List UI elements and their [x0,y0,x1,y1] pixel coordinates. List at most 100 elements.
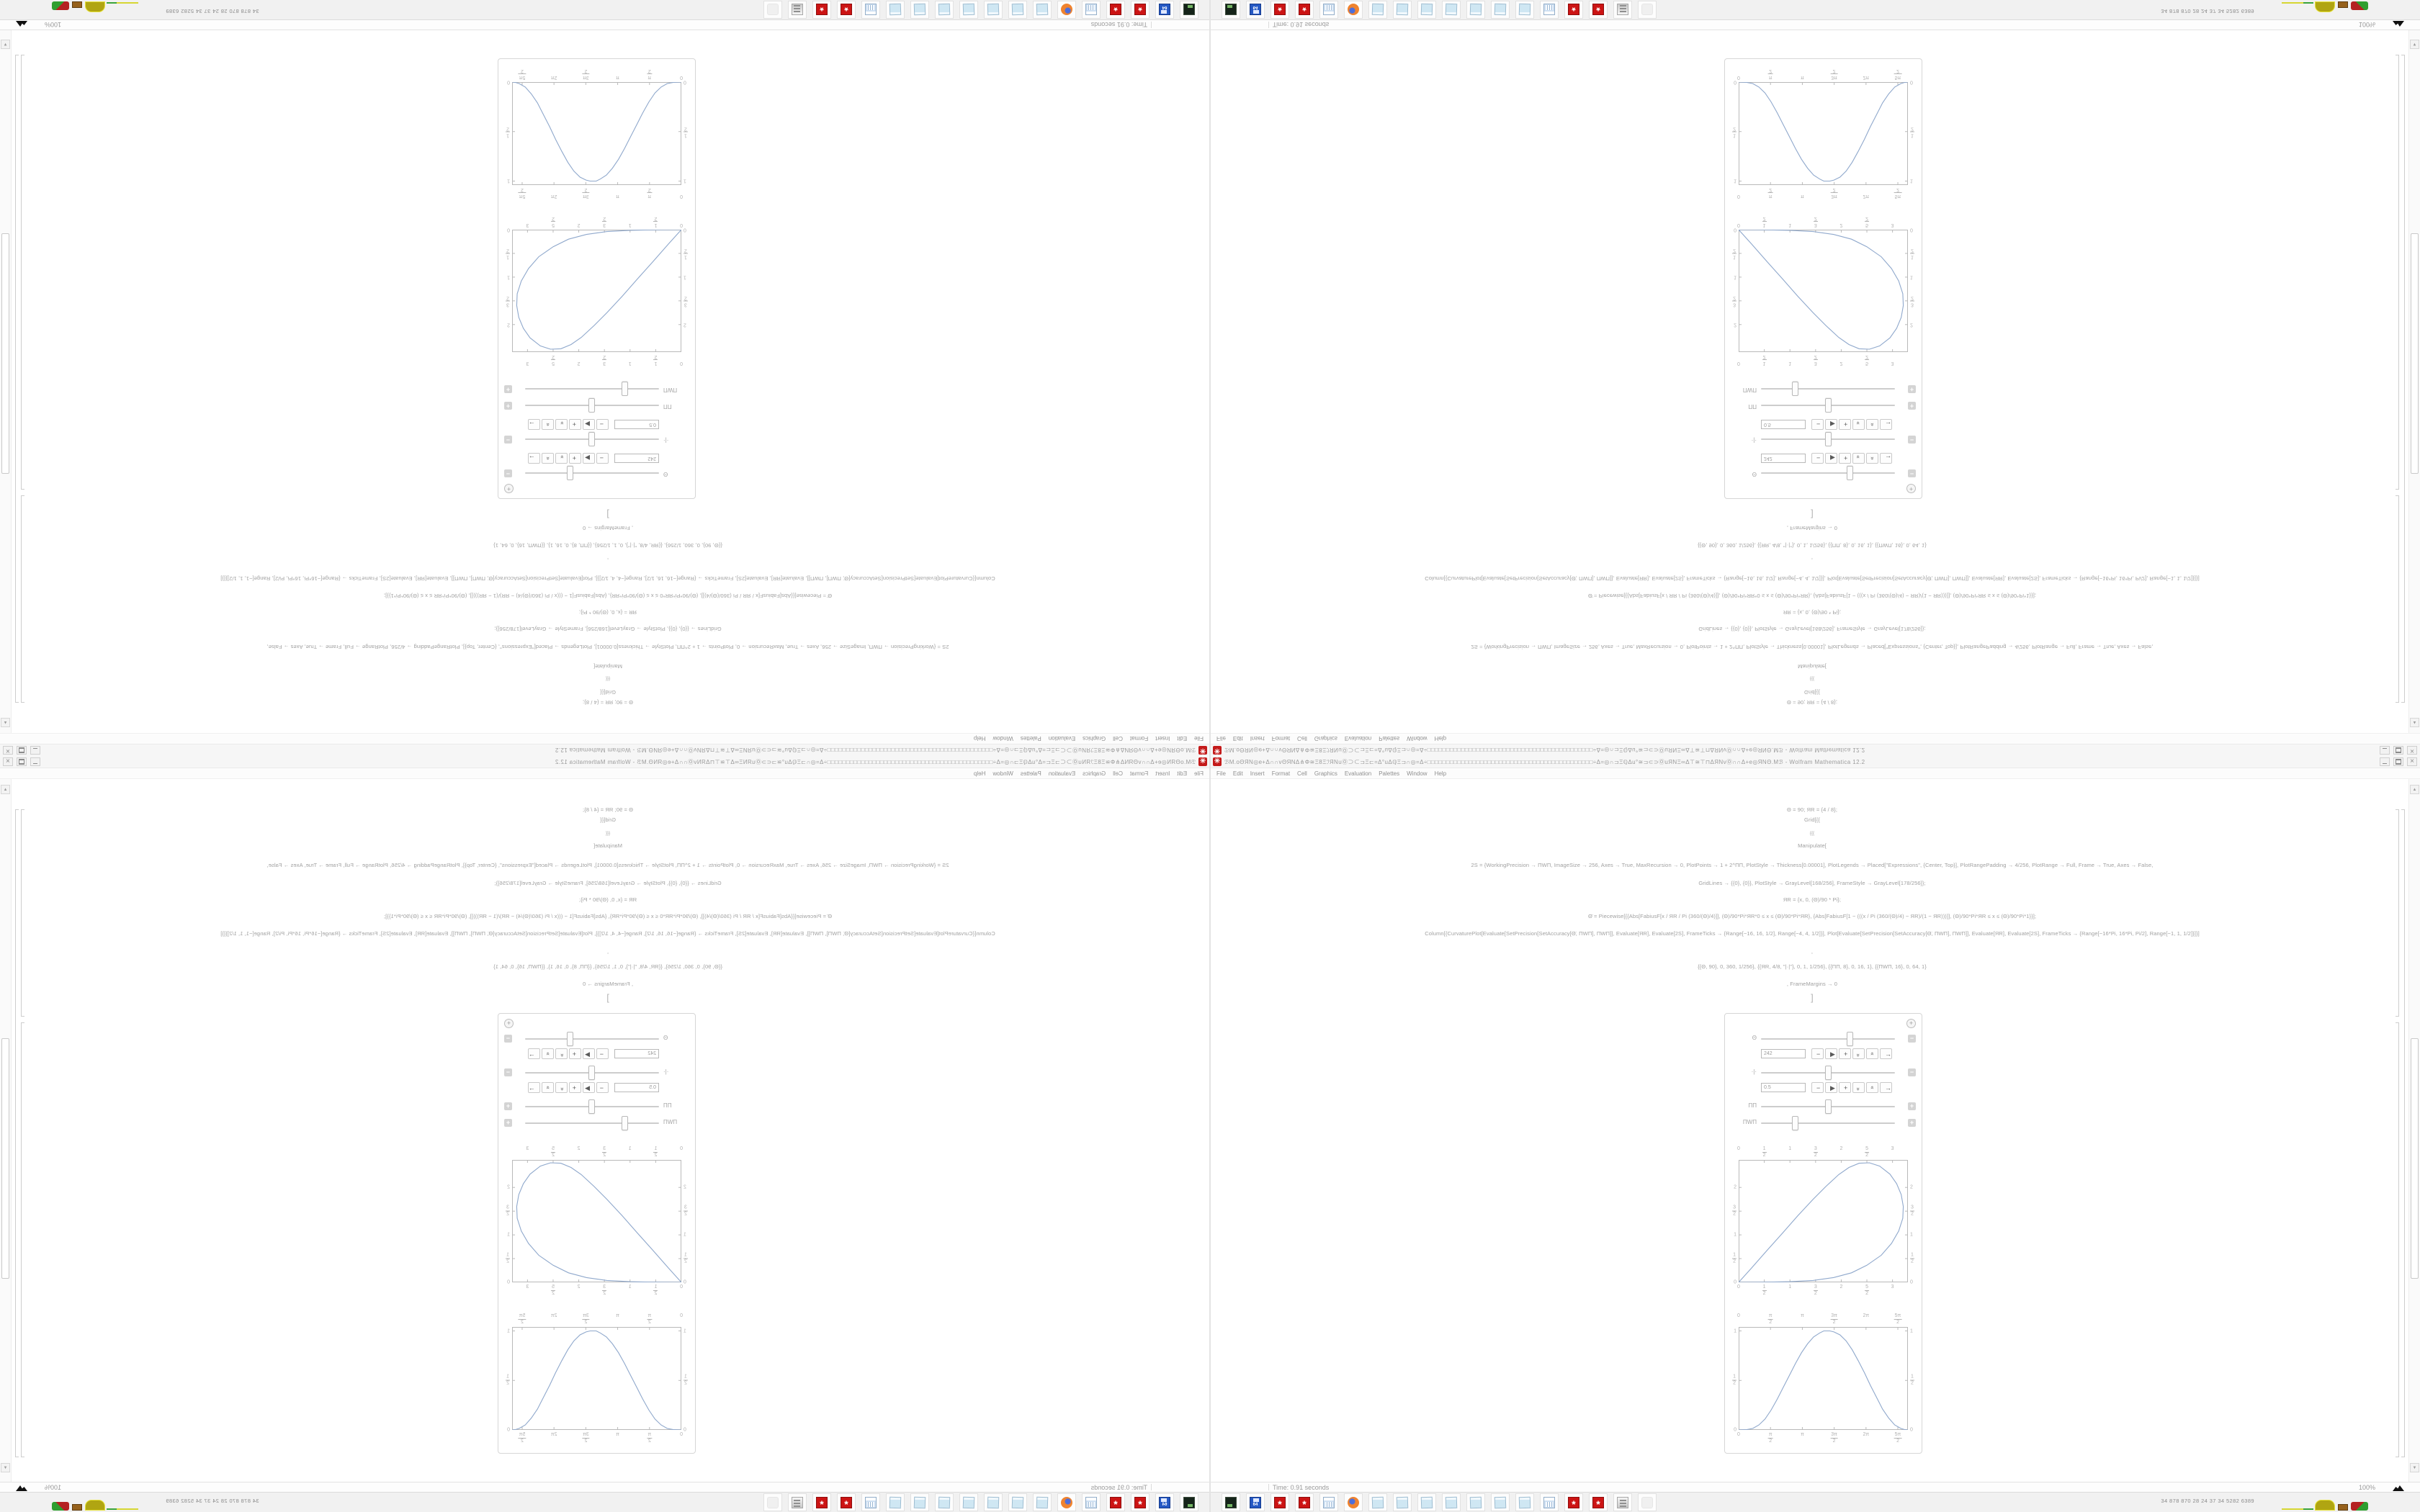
taskbar-icon-gear[interactable] [1106,1493,1125,1511]
notebook-area[interactable]: Θ = 90; ЯR = {4 / 8}; Grid[{{{{{Manipulat… [12,30,1209,733]
code-line[interactable]: 2S = {WorkingPrecision → ΠWΠ, ImageSize … [1471,862,2154,868]
code-line[interactable]: 2S = {WorkingPrecision → ΠWΠ, ImageSize … [266,862,949,868]
slider-toggle-collapse[interactable]: − [1908,1035,1916,1043]
taskbar-icon-gear[interactable] [1106,1,1125,19]
code-line[interactable]: {{{ [1809,832,1815,836]
taskbar-icon-hand[interactable] [1638,1493,1657,1511]
taskbar-icon-notepad[interactable] [1393,1493,1412,1511]
menu-window[interactable]: Window [992,770,1013,777]
cell-bracket-input[interactable] [21,809,24,1017]
code-line[interactable]: GridLines → {{0}, {0}}, PlotStyle → Gray… [494,880,722,886]
menu-insert[interactable]: Insert [1250,735,1265,742]
notebook-area[interactable]: Θ = 90; ЯR = {4 / 8}; Grid[{{{{{Manipulat… [1211,779,2408,1482]
slider-thumb[interactable] [588,1066,595,1080]
menu-cell[interactable]: Cell [1113,770,1123,777]
slider-thumb[interactable] [1825,1099,1832,1114]
increment-button[interactable]: + [1839,453,1851,464]
play-button[interactable]: ▶ [583,419,595,430]
slider-value-field[interactable]: 0.5 [1761,1083,1806,1092]
slider-value-field[interactable]: 0.5 [614,1083,659,1092]
decrement-button[interactable]: − [596,419,609,430]
zoom-level[interactable]: 100% [45,21,62,28]
slider-value-field[interactable]: 242 [1761,1049,1806,1058]
cell-bracket-group[interactable] [2401,809,2405,1457]
menu-cell[interactable]: Cell [1113,735,1123,742]
slider-thumb[interactable] [1791,382,1798,396]
code-line[interactable]: Grid[{{ [1804,689,1820,696]
scrollbar[interactable]: ▲ ▼ [2408,779,2420,1482]
taskbar-icon-hand[interactable] [763,1,782,19]
taskbar-icon-calculator[interactable] [1082,1,1101,19]
menu-file[interactable]: File [1194,770,1204,777]
menu-file[interactable]: File [1216,770,1226,777]
faster-icon[interactable]: » [555,419,568,430]
code-line[interactable]: Column[{CurvaturePlot[Evaluate[SetPrecis… [220,930,995,937]
taskbar-icon-notepad[interactable] [959,1493,978,1511]
menu-window[interactable]: Window [1407,770,1428,777]
taskbar-icon-gear[interactable] [837,1493,856,1511]
slider-toggle-collapse[interactable]: − [504,1035,512,1043]
decrement-button[interactable]: − [1811,1048,1824,1059]
menu-evaluation[interactable]: Evaluation [1344,770,1372,777]
taskbar-icon-printer[interactable] [788,1493,807,1511]
magnification-icon[interactable] [2393,1485,2404,1491]
taskbar-icon-terminal[interactable] [1180,1493,1198,1511]
magnification-icon[interactable] [16,21,27,27]
code-line[interactable]: {{Θ, 90}, 0, 360, 1/256}, {{ЯR, 4/8, "|·… [1698,963,1927,970]
faster-icon[interactable]: » [1852,419,1865,430]
taskbar-icon-gear[interactable] [1131,1,1150,19]
menu-window[interactable]: Window [1407,735,1428,742]
menu-edit[interactable]: Edit [1177,770,1188,777]
scroll-down-icon[interactable]: ▼ [2410,40,2419,49]
scroll-down-icon[interactable]: ▼ [1,1463,10,1472]
cell-bracket-input[interactable] [2396,809,2399,1017]
step-forward-icon[interactable]: → [528,1082,540,1093]
cell-bracket-group[interactable] [15,809,19,1457]
close-button[interactable] [3,746,13,755]
decrement-button[interactable]: − [1811,419,1824,430]
taskbar-icon-floppy64[interactable] [1246,1,1265,19]
taskbar-icon-calculator[interactable] [861,1493,880,1511]
slider-toggle-expand[interactable]: + [1908,1119,1916,1127]
menu-palettes[interactable]: Palettes [1020,770,1041,777]
taskbar-icon-notepad[interactable] [1442,1,1461,19]
menu-graphics[interactable]: Graphics [1314,770,1337,777]
play-button[interactable]: ▶ [1825,1048,1837,1059]
title-bar[interactable]: ✳ ℬM.oΘЯN◎e+Δ∩∩vΘЯNΔ⋔Φ≅Ξ8ΞℐЯNuⓄ⊃⊂⊐Ξ⊏=Δ°u… [0,756,1209,768]
slider-value-field[interactable]: 242 [614,454,659,463]
minimize-button[interactable] [30,746,40,755]
taskbar-icon-calculator[interactable] [1082,1493,1101,1511]
slider-track[interactable] [1761,1099,1895,1114]
taskbar-icon-gear[interactable] [837,1,856,19]
slider-value-field[interactable]: 0.5 [614,420,659,429]
cell-bracket-group[interactable] [15,55,19,703]
increment-button[interactable]: + [569,1048,581,1059]
code-line[interactable]: GridLines → {{0}, {0}}, PlotStyle → Gray… [494,626,722,632]
taskbar-icon-floppy64[interactable] [1155,1493,1174,1511]
slider-thumb[interactable] [1846,1032,1853,1046]
step-forward-icon[interactable]: → [1880,453,1892,464]
slider-toggle-collapse[interactable]: − [1908,469,1916,477]
scrollbar-thumb[interactable] [1,233,9,474]
menu-graphics[interactable]: Graphics [1083,735,1106,742]
step-forward-icon[interactable]: → [528,419,540,430]
code-line[interactable]: Manipulate[ [1798,663,1827,670]
slider-toggle-collapse[interactable]: − [504,436,512,444]
taskbar-icon-terminal[interactable] [1222,1493,1240,1511]
faster-icon[interactable]: » [1852,1048,1865,1059]
taskbar-icon-notepad[interactable] [1393,1,1412,19]
taskbar-icon-notepad[interactable] [1368,1493,1387,1511]
menu-edit[interactable]: Edit [1232,770,1243,777]
code-line[interactable]: ] [606,992,609,1003]
zoom-level[interactable]: 100% [45,1484,62,1491]
restore-button[interactable] [17,757,27,766]
menu-cell[interactable]: Cell [1297,735,1307,742]
taskbar-icon-gear[interactable] [1295,1493,1314,1511]
code-line[interactable]: Column[{CurvaturePlot[Evaluate[SetPrecis… [1425,575,2200,582]
decrement-button[interactable]: − [1811,453,1824,464]
play-button[interactable]: ▶ [1825,1082,1837,1093]
taskbar-icon-calculator[interactable] [1540,1493,1559,1511]
code-line[interactable]: {{Θ, 90}, 0, 360, 1/256}, {{ЯR, 4/8, "|·… [493,963,722,970]
taskbar-icon-gear[interactable] [1270,1493,1289,1511]
code-line[interactable]: 2S = {WorkingPrecision → ΠWΠ, ImageSize … [1471,644,2154,650]
